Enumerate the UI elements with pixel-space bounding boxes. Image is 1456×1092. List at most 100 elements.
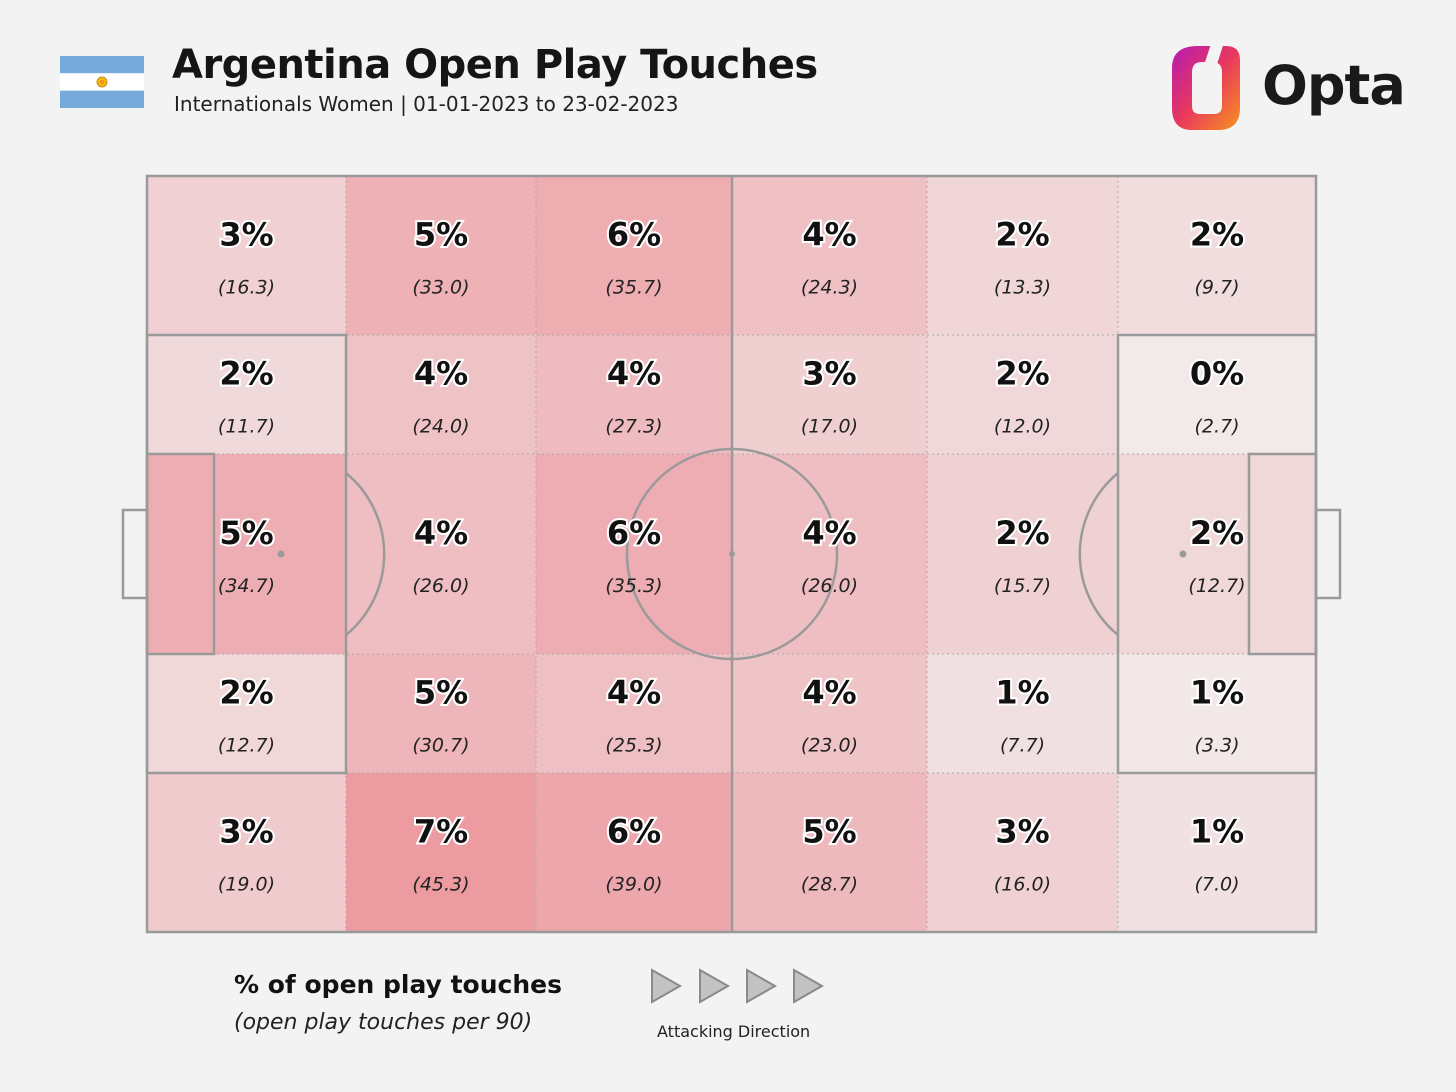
legend-title: % of open play touches: [234, 970, 562, 999]
cell-percent-label: 2%: [995, 216, 1049, 254]
heat-cell-r4-c5: [927, 654, 1118, 773]
cell-per90-label: (12.7): [218, 735, 275, 757]
cell-per90-label: (34.7): [218, 575, 275, 597]
heat-cell-r2-c5: [927, 335, 1118, 454]
cell-per90-label: (26.0): [801, 575, 858, 597]
heat-cell-r2-c6: [1118, 335, 1316, 454]
cell-percent-label: 6%: [607, 216, 661, 254]
cell-percent-label: 5%: [802, 813, 856, 851]
arrow-icon: [793, 968, 825, 1004]
cell-percent-label: 3%: [995, 813, 1049, 851]
cell-per90-label: (27.3): [605, 416, 662, 438]
cell-per90-label: (7.0): [1194, 874, 1239, 896]
heat-cell-r4-c1: [147, 654, 346, 773]
cell-percent-label: 3%: [219, 813, 273, 851]
arrow-icon: [651, 968, 683, 1004]
heat-cell-r3-c2: [346, 454, 536, 654]
heat-cell-r5-c1: [147, 773, 346, 932]
cell-percent-label: 7%: [414, 813, 468, 851]
cell-per90-label: (9.7): [1194, 277, 1239, 299]
cell-percent-label: 0%: [1190, 355, 1244, 393]
arrow-icon: [746, 968, 778, 1004]
heat-cell-r2-c4: [732, 335, 927, 454]
cell-per90-label: (19.0): [218, 874, 275, 896]
heat-cell-r3-c5: [927, 454, 1118, 654]
cell-percent-label: 6%: [607, 514, 661, 552]
heat-cell-r2-c3: [536, 335, 732, 454]
heat-cell-r3-c3: [536, 454, 732, 654]
cell-percent-label: 4%: [802, 514, 856, 552]
opta-logo-icon: [1172, 42, 1240, 130]
heat-cell-r3-c6: [1118, 454, 1316, 654]
heat-cell-r1-c6: [1118, 176, 1316, 335]
argentina-flag-icon: [60, 56, 144, 108]
heat-cell-r5-c2: [346, 773, 536, 932]
cell-percent-label: 2%: [995, 355, 1049, 393]
heat-cell-r3-c4: [732, 454, 927, 654]
heat-cell-r5-c6: [1118, 773, 1316, 932]
cell-per90-label: (12.7): [1188, 575, 1245, 597]
heat-cell-r5-c5: [927, 773, 1118, 932]
cell-per90-label: (28.7): [801, 874, 858, 896]
heat-cell-r2-c2: [346, 335, 536, 454]
cell-per90-label: (17.0): [801, 416, 858, 438]
attacking-direction-label: Attacking Direction: [657, 1022, 811, 1041]
cell-percent-label: 2%: [995, 514, 1049, 552]
cell-percent-label: 5%: [414, 674, 468, 712]
cell-percent-label: 2%: [219, 674, 273, 712]
cell-per90-label: (3.3): [1194, 735, 1239, 757]
cell-percent-label: 5%: [414, 216, 468, 254]
heat-cell-r2-c1: [147, 335, 346, 454]
heat-cell-r4-c3: [536, 654, 732, 773]
cell-percent-label: 6%: [607, 813, 661, 851]
cell-per90-label: (7.7): [1000, 735, 1045, 757]
cell-percent-label: 4%: [607, 355, 661, 393]
cell-per90-label: (35.7): [605, 277, 662, 299]
cell-per90-label: (24.0): [412, 416, 469, 438]
cell-percent-label: 2%: [1190, 514, 1244, 552]
cell-per90-label: (2.7): [1194, 416, 1239, 438]
cell-per90-label: (45.3): [412, 874, 469, 896]
heat-cell-r3-c1: [147, 454, 346, 654]
heat-cell-r1-c2: [346, 176, 536, 335]
heat-cell-r1-c1: [147, 176, 346, 335]
cell-per90-label: (24.3): [801, 277, 858, 299]
cell-per90-label: (33.0): [412, 277, 469, 299]
cell-per90-label: (13.3): [994, 277, 1051, 299]
chart-title: Argentina Open Play Touches: [172, 42, 818, 88]
attacking-direction-arrows: [651, 968, 825, 1004]
chart-subtitle: Internationals Women | 01-01-2023 to 23-…: [174, 92, 679, 116]
cell-percent-label: 1%: [1190, 813, 1244, 851]
heat-cell-r1-c5: [927, 176, 1118, 335]
cell-per90-label: (11.7): [218, 416, 275, 438]
cell-per90-label: (23.0): [801, 735, 858, 757]
cell-per90-label: (39.0): [605, 874, 662, 896]
heat-cell-r4-c4: [732, 654, 927, 773]
heat-cell-r5-c4: [732, 773, 927, 932]
cell-per90-label: (35.3): [605, 575, 662, 597]
cell-per90-label: (30.7): [412, 735, 469, 757]
cell-per90-label: (25.3): [605, 735, 662, 757]
cell-per90-label: (26.0): [412, 575, 469, 597]
heat-cell-r1-c3: [536, 176, 732, 335]
cell-percent-label: 3%: [219, 216, 273, 254]
heat-cell-r5-c3: [536, 773, 732, 932]
cell-percent-label: 1%: [1190, 674, 1244, 712]
heat-cell-r4-c2: [346, 654, 536, 773]
cell-per90-label: (16.3): [218, 277, 275, 299]
cell-per90-label: (16.0): [994, 874, 1051, 896]
cell-percent-label: 2%: [1190, 216, 1244, 254]
heat-cell-r4-c6: [1118, 654, 1316, 773]
opta-logo-text: Opta: [1262, 54, 1406, 117]
cell-percent-label: 4%: [802, 216, 856, 254]
cell-percent-label: 4%: [414, 514, 468, 552]
cell-percent-label: 2%: [219, 355, 273, 393]
cell-per90-label: (12.0): [994, 416, 1051, 438]
cell-percent-label: 1%: [995, 674, 1049, 712]
cell-per90-label: (15.7): [994, 575, 1051, 597]
arrow-icon: [699, 968, 731, 1004]
heat-cell-r1-c4: [732, 176, 927, 335]
cell-percent-label: 3%: [802, 355, 856, 393]
cell-percent-label: 4%: [607, 674, 661, 712]
